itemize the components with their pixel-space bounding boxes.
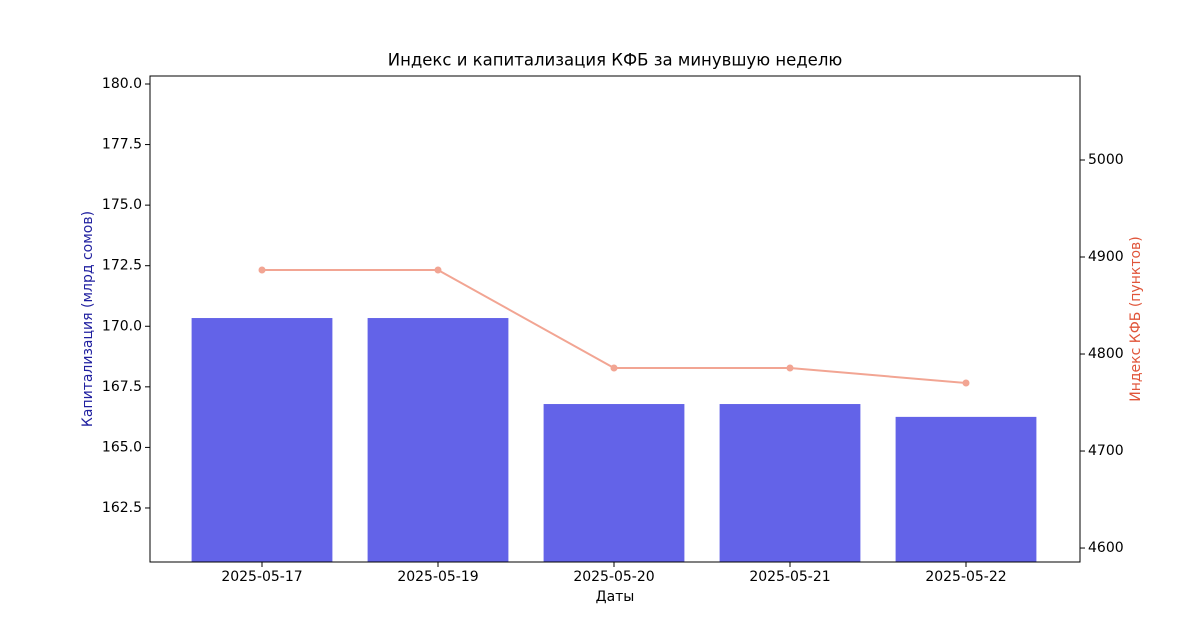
bar [895,416,1037,562]
y2-tick-label: 5000 [1088,152,1124,168]
y-tick-label: 175.0 [102,197,142,213]
bar [191,318,333,562]
x-axis-label: Даты [596,589,635,605]
y-tick-label: 172.5 [102,258,142,274]
y-tick-label: 180.0 [102,76,142,92]
line-point [434,266,442,274]
x-tick-label: 2025-05-19 [397,569,478,585]
y2-tick-label: 4800 [1088,346,1124,362]
line-point [258,266,266,274]
x-tick-label: 2025-05-20 [573,569,654,585]
x-tick-label: 2025-05-21 [749,569,830,585]
y-tick-label: 162.5 [102,500,142,516]
y2-tick-label: 4700 [1088,443,1124,459]
bar [367,318,509,562]
y2-tick-label: 4600 [1088,540,1124,556]
chart-title: Индекс и капитализация КФБ за минувшую н… [388,51,843,70]
y-axis-label: Капитализация (млрд сомов) [80,211,96,427]
x-tick-label: 2025-05-17 [221,569,302,585]
y-tick-label: 177.5 [102,137,142,153]
y2-axis-label: Индекс КФБ (пунктов) [1128,236,1144,402]
plot-frame [149,75,1081,563]
y-tick-label: 167.5 [102,379,142,395]
y-tick-label: 170.0 [102,318,142,334]
bar [719,404,861,562]
line-point [610,364,618,372]
y2-tick-label: 4900 [1088,249,1124,265]
line-point [962,379,970,387]
bar [543,404,685,562]
y-tick-label: 165.0 [102,439,142,455]
line-point [786,364,794,372]
x-tick-label: 2025-05-22 [925,569,1006,585]
